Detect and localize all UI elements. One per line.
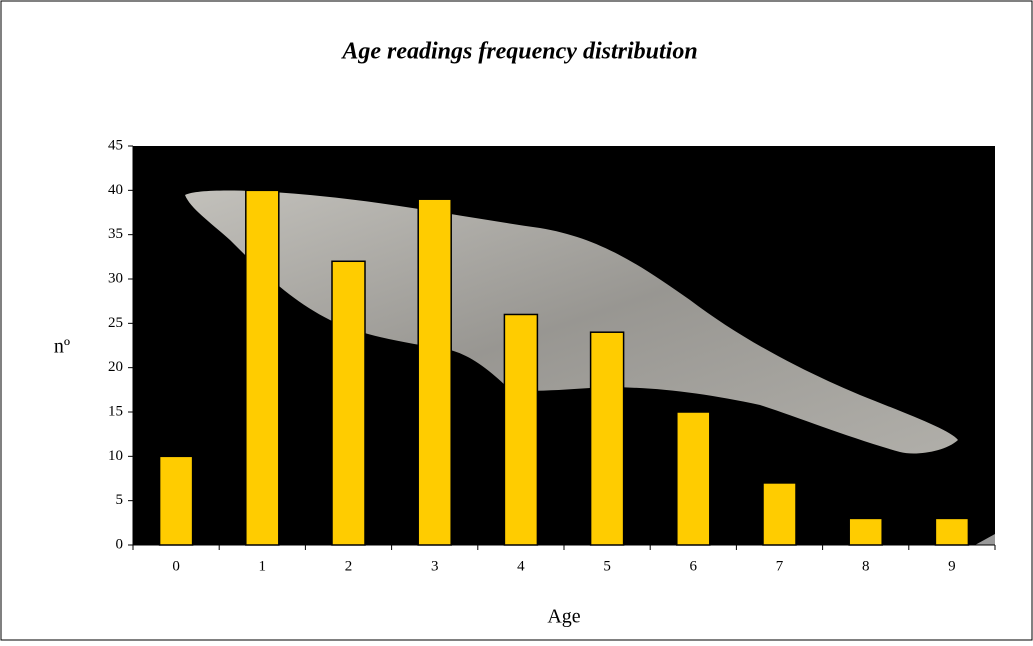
bar xyxy=(245,189,280,546)
bar xyxy=(934,517,970,546)
y-tick-label: 45 xyxy=(108,137,123,153)
bar xyxy=(417,198,452,546)
y-axis-label: nº xyxy=(54,336,70,358)
y-tick-label: 15 xyxy=(108,403,123,419)
bar xyxy=(331,260,366,546)
x-tick-label: 0 xyxy=(172,558,180,574)
y-tick-label: 10 xyxy=(108,448,123,464)
bar xyxy=(848,517,883,546)
y-tick-label: 30 xyxy=(108,270,123,286)
bar xyxy=(158,455,194,546)
y-tick-label: 0 xyxy=(116,536,124,552)
x-tick-label: 8 xyxy=(862,558,870,574)
x-axis-label: Age xyxy=(547,606,580,628)
x-tick-label: 2 xyxy=(345,558,353,574)
y-tick-label: 25 xyxy=(108,315,123,331)
x-tick-label: 4 xyxy=(517,558,525,574)
x-tick-label: 9 xyxy=(948,558,956,574)
x-tick-label: 6 xyxy=(690,558,698,574)
y-tick-label: 5 xyxy=(116,492,124,508)
x-tick-label: 1 xyxy=(259,558,267,574)
bar xyxy=(589,331,625,546)
y-tick-label: 35 xyxy=(108,226,123,242)
x-tick-label: 3 xyxy=(431,558,439,574)
chart-title: Age readings frequency distribution xyxy=(340,39,697,65)
x-tick-label: 5 xyxy=(603,558,611,574)
otolith-image xyxy=(185,190,958,454)
bar xyxy=(762,482,797,546)
bar xyxy=(676,411,711,546)
otolith-fragment xyxy=(975,534,995,545)
y-tick-label: 40 xyxy=(108,182,123,198)
y-tick-label: 20 xyxy=(108,359,123,375)
bar xyxy=(503,313,539,546)
x-tick-label: 7 xyxy=(776,558,784,574)
